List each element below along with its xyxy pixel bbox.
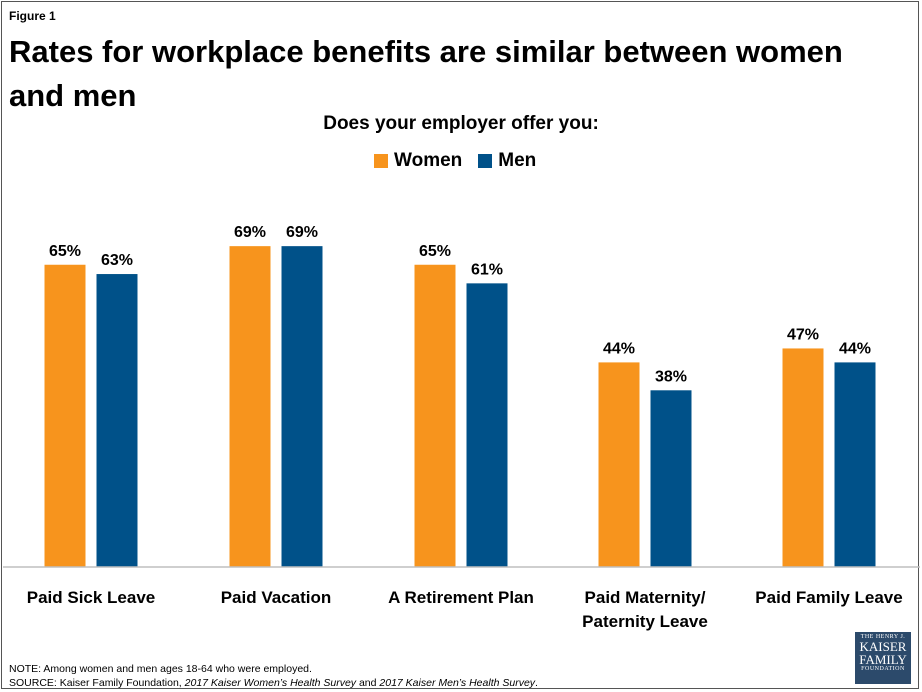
bar-men-a-retirement-plan (466, 283, 508, 567)
data-label-men-paid-sick-leave: 63% (101, 252, 133, 269)
x-tick-label-line: Paid Family Leave (755, 588, 902, 607)
x-tick-label-paid-maternity-paternity-leave: Paid Maternity/Paternity Leave (582, 588, 708, 631)
legend-item-women: Women (374, 150, 462, 172)
bar-men-paid-sick-leave (96, 274, 138, 567)
data-label-women-paid-sick-leave: 65% (49, 243, 81, 260)
bar-women-paid-maternity-paternity-leave (598, 362, 640, 567)
legend-swatch-women (374, 154, 388, 168)
x-tick-label-line: Paternity Leave (582, 612, 708, 631)
data-label-men-paid-vacation: 69% (286, 224, 318, 241)
note-text: NOTE: Among women and men ages 18-64 who… (9, 663, 312, 675)
data-label-women-paid-vacation: 69% (234, 224, 266, 241)
bar-men-paid-family-leave (834, 362, 876, 567)
chart-subtitle: Does your employer offer you: (323, 113, 599, 134)
source-text: SOURCE: Kaiser Family Foundation, 2017 K… (9, 676, 538, 690)
x-tick-label-paid-sick-leave: Paid Sick Leave (27, 588, 156, 607)
x-tick-label-line: Paid Maternity/ (585, 588, 706, 607)
x-tick-label-line: A Retirement Plan (388, 588, 534, 607)
data-label-women-paid-family-leave: 47% (787, 326, 819, 343)
legend-item-men: Men (478, 150, 536, 172)
logo-line-4: FOUNDATION (861, 666, 905, 672)
bar-men-paid-vacation (281, 246, 323, 567)
data-label-women-a-retirement-plan: 65% (419, 243, 451, 260)
x-tick-label-paid-family-leave: Paid Family Leave (755, 588, 902, 607)
logo-line-2: KAISER (859, 639, 907, 654)
source-survey-women: 2017 Kaiser Women’s Health Survey (184, 677, 357, 689)
data-label-men-paid-maternity-paternity-leave: 38% (655, 368, 687, 385)
data-label-men-a-retirement-plan: 61% (471, 261, 503, 278)
x-tick-label-paid-vacation: Paid Vacation (221, 588, 332, 607)
source-survey-men: 2017 Kaiser Men’s Health Survey (379, 677, 536, 689)
legend-label-men: Men (498, 150, 537, 171)
source-prefix: SOURCE: Kaiser Family Foundation, (9, 677, 185, 689)
bar-men-paid-maternity-paternity-leave (650, 390, 692, 567)
x-tick-label-a-retirement-plan: A Retirement Plan (388, 588, 534, 607)
bar-women-paid-vacation (229, 246, 271, 567)
data-label-women-paid-maternity-paternity-leave: 44% (603, 340, 635, 357)
chart-legend: Women Men (374, 150, 536, 172)
kff-logo: THE HENRY J. KAISER FAMILY FOUNDATION (855, 632, 911, 684)
chart-title: Rates for workplace benefits are similar… (9, 34, 843, 113)
source-middle: and (356, 677, 380, 689)
bar-women-paid-sick-leave (44, 264, 86, 567)
logo-line-1: THE HENRY J. (860, 634, 906, 640)
bar-women-paid-family-leave (782, 348, 824, 567)
logo-line-3: FAMILY (859, 652, 907, 667)
data-label-men-paid-family-leave: 44% (839, 340, 871, 357)
footnote: NOTE: Among women and men ages 18-64 who… (9, 662, 538, 690)
source-suffix: . (535, 677, 538, 689)
figure-label: Figure 1 (9, 9, 56, 23)
x-tick-label-line: Paid Sick Leave (27, 588, 156, 607)
x-tick-label-line: Paid Vacation (221, 588, 332, 607)
legend-swatch-men (478, 154, 493, 168)
legend-label-women: Women (394, 150, 463, 171)
bar-women-a-retirement-plan (414, 264, 456, 567)
